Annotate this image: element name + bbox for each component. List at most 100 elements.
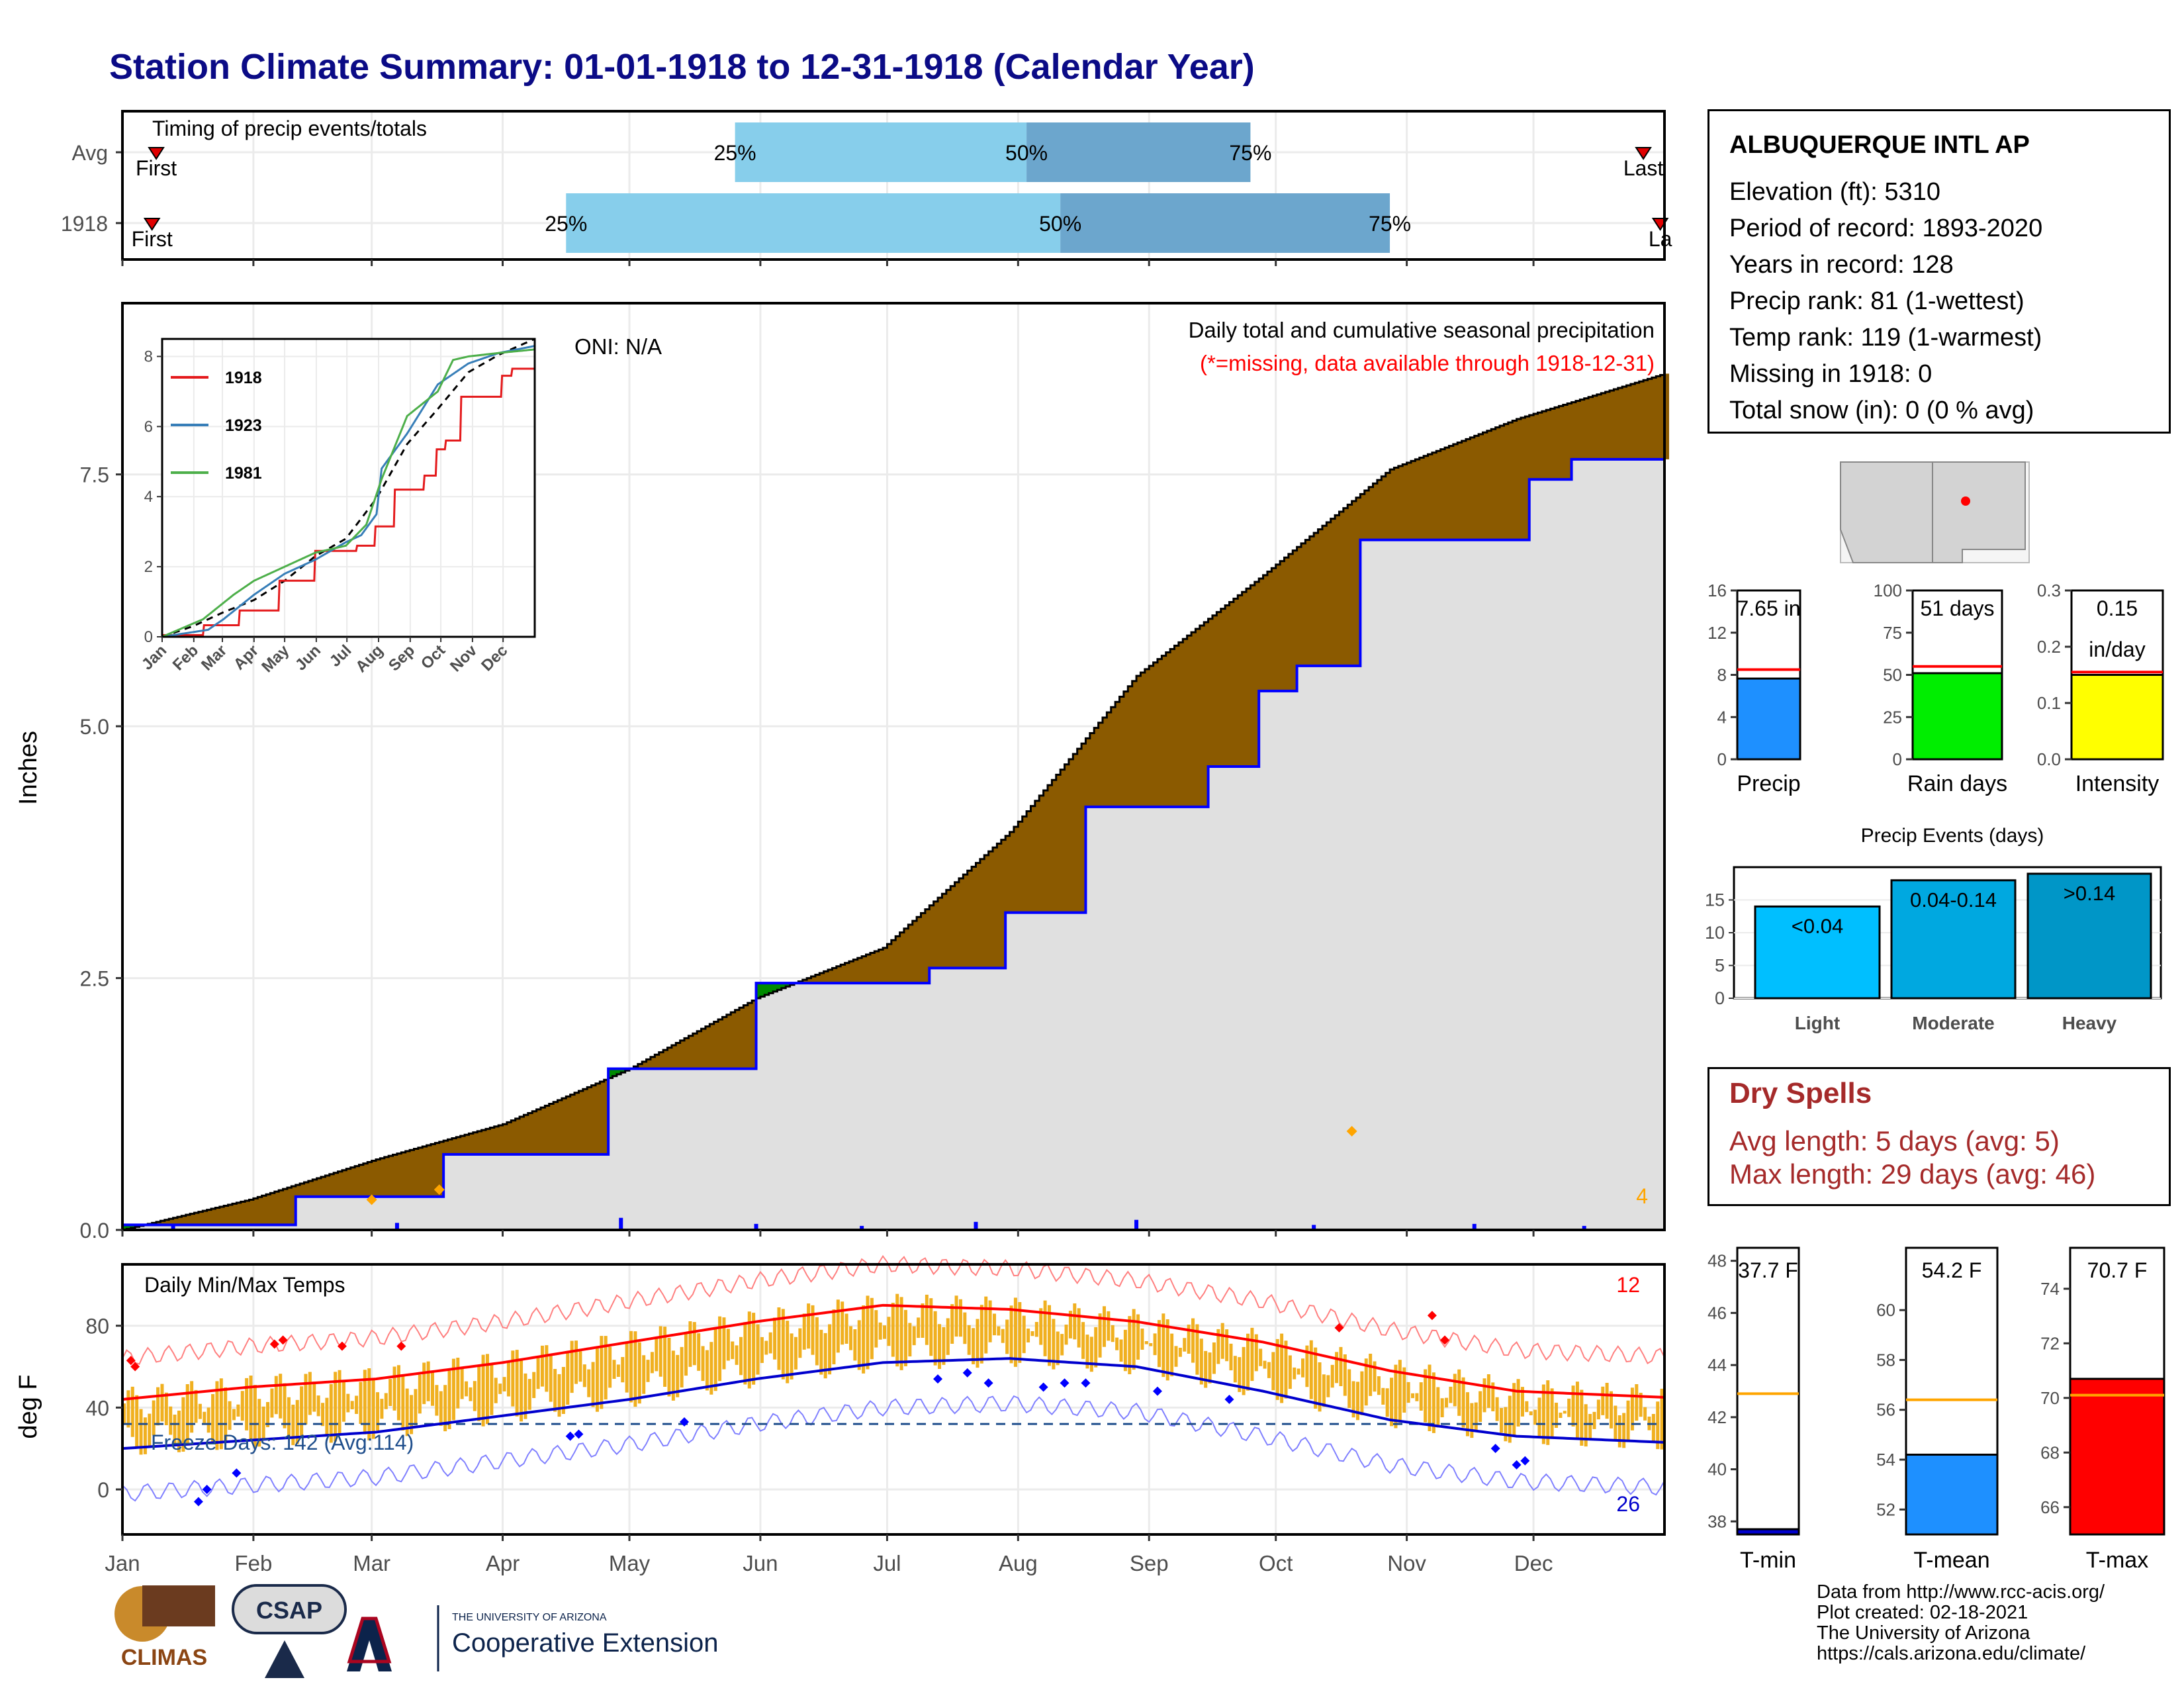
temp-summary-y-tick-label: 46 [1707,1303,1727,1323]
new-mexico-shape [1932,461,2026,563]
daily-precip-bar [394,1223,399,1230]
month-label: Jun [743,1551,778,1575]
events-y-tick-label: 15 [1705,890,1725,910]
record-low-marker [574,1429,584,1439]
record-low-marker [962,1368,972,1378]
precip-panel-frame [121,302,1666,1231]
first-label: First [136,156,177,180]
summary-y-tick-label: 8 [1717,665,1727,685]
temp-summary-value: 70.7 F [2087,1258,2148,1282]
record-low-marker [680,1417,690,1427]
timing-bar-25-50 [566,193,1061,253]
heavy-precip-marker [433,1184,445,1196]
timing-bar-50-75 [1060,193,1390,253]
csap-logo-text: CSAP [256,1597,322,1624]
precip-y-tick-label: 0.0 [80,1219,109,1243]
timing-p25-label: 25% [545,212,587,236]
credits: Data from http://www.rcc-acis.org/ Plot … [1817,1582,2105,1664]
cold-record-count: 26 [1616,1492,1640,1516]
temp-summary-y-tick-label: 74 [2040,1279,2060,1299]
oni-label: ONI: N/A [574,334,662,359]
summary-bar-value: 0.15 [2097,596,2138,620]
temp-summary-y-tick-label: 60 [1876,1300,1895,1320]
events-y-tick-label: 5 [1715,956,1725,976]
record-high-marker [1427,1311,1437,1321]
dry-max-length: Max length: 29 days (avg: 46) [1729,1158,2096,1190]
dry-spells-title: Dry Spells [1729,1077,1872,1109]
inset-y-tick-label: 4 [144,488,153,506]
temp-panel-title: Daily Min/Max Temps [144,1273,345,1297]
summary-bar-value: 51 days [1920,596,1994,620]
temp-panel-frame [121,1263,1666,1536]
precip-y-tick-label: 5.0 [80,715,109,739]
summary-bar-name: Precip [1737,771,1800,796]
record-low-marker [193,1497,203,1507]
temp-summary-y-tick-label: 56 [1876,1400,1895,1420]
station-period: Period of record: 1893-2020 [1729,214,2043,242]
timing-row-label: 1918 [61,212,108,236]
record-high-marker [130,1362,140,1372]
month-label: Mar [353,1551,390,1575]
temp-summary-y-tick-label: 44 [1707,1355,1727,1375]
ua-small-text: THE UNIVERSITY OF ARIZONA [452,1612,607,1623]
record-high-marker [396,1341,406,1351]
hot-record-count: 12 [1616,1273,1640,1297]
last-label: La [1649,227,1672,251]
events-y-tick-label: 0 [1715,988,1725,1008]
station-missing: Missing in 1918: 0 [1729,360,1933,388]
temp-summary-bar [2069,1378,2165,1536]
record-high-marker [278,1335,288,1345]
temp-summary-y-tick-label: 38 [1707,1511,1727,1531]
daily-precip-bar [1134,1219,1139,1230]
temp-summary-y-tick-label: 40 [1707,1460,1727,1479]
summary-y-tick-label: 0 [1893,749,1902,769]
summary-y-tick-label: 75 [1883,623,1902,643]
record-low-marker [202,1485,212,1494]
temp-summary-y-tick-label: 70 [2040,1388,2060,1408]
temp-y-tick-label: 40 [85,1396,109,1420]
normal-high-line [122,1303,1665,1401]
summary-y-tick-label: 0 [1717,749,1727,769]
climas-logo-block [142,1585,215,1626]
summary-bar [1911,672,2003,761]
timing-row-label: Avg [71,141,108,165]
arizona-shape [1840,461,1933,563]
last-marker [1635,147,1652,160]
station-years: Years in record: 128 [1729,251,1954,279]
csap-mountain [265,1640,304,1678]
timing-bar-25-50 [735,122,1027,182]
daily-precip-bar [1472,1223,1477,1230]
record-low-line [122,1395,1665,1502]
temp-summary-y-tick-label: 54 [1876,1450,1895,1470]
daily-precip-bar [1312,1225,1316,1230]
precip-y-tick-label: 7.5 [80,463,109,487]
temp-summary-y-tick-label: 58 [1876,1350,1895,1370]
inset-y-tick-label: 8 [144,348,153,365]
month-label: Aug [999,1551,1038,1575]
climas-logo-text: CLIMAS [121,1645,207,1670]
timing-p75-label: 75% [1369,212,1411,236]
last-label: Last [1623,156,1664,180]
station-name: ALBUQUERQUE INTL AP [1729,131,2030,159]
credit-plot-created: Plot created: 02-18-2021 [1817,1602,2028,1623]
daily-precip-bar [171,1225,175,1230]
heavy-precip-marker [366,1194,377,1205]
record-high-marker [1440,1335,1450,1345]
below-average-area [148,373,1669,1225]
inset-bg [162,339,535,637]
events-title: Precip Events (days) [1861,825,2044,847]
event-category-label: Moderate [1912,1013,1994,1033]
timing-p25-label: 25% [714,141,756,165]
record-high-marker [126,1356,136,1366]
station-precip-rank: Precip rank: 81 (1-wettest) [1729,287,2025,315]
inset-series-line [162,367,535,636]
temp-summary-value: 37.7 F [1738,1258,1798,1282]
temp-summary-bar [1736,1528,1800,1536]
first-marker [148,147,165,160]
month-label: Jul [873,1551,901,1575]
inset-legend-label: 1981 [225,464,262,483]
record-low-marker [983,1378,993,1388]
station-location-dot [1961,496,1970,506]
summary-y-tick-label: 12 [1707,623,1727,643]
daily-precip-bar [860,1225,864,1230]
